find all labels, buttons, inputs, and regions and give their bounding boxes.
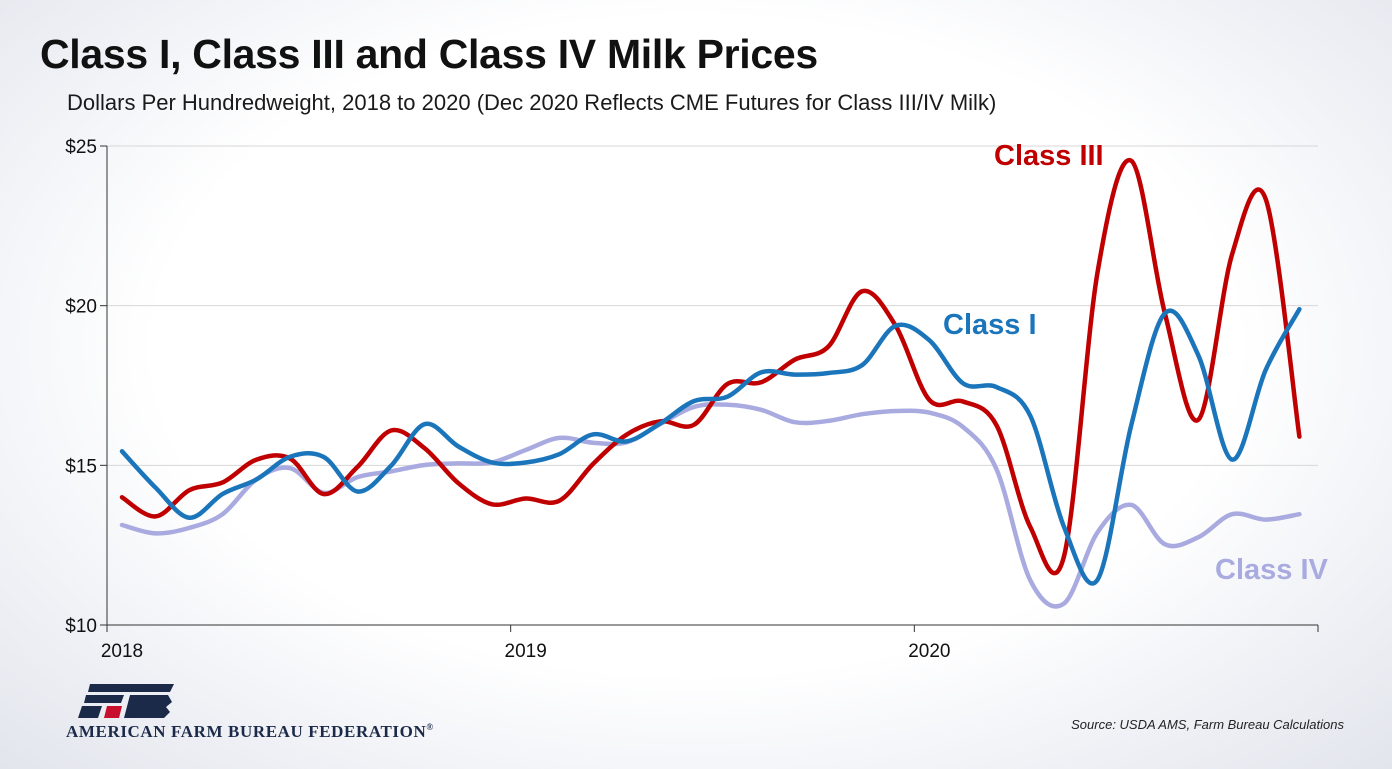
gridlines xyxy=(107,145,1318,466)
series-labels: Class III Class I Class IV xyxy=(943,140,1328,586)
series-label-class-i: Class I xyxy=(943,309,1037,341)
series-label-class-iv: Class IV xyxy=(1215,554,1328,586)
org-name: AMERICAN FARM BUREAU FEDERATION® xyxy=(66,722,434,741)
axes: $10 $15 $20 $25 2018 2019 2020 xyxy=(65,137,1319,662)
source-note: Source: USDA AMS, Farm Bureau Calculatio… xyxy=(1071,717,1344,732)
series-lines xyxy=(119,157,1302,609)
series-label-class-iii: Class III xyxy=(994,140,1104,172)
y-tick-label: $20 xyxy=(65,297,97,318)
series-line-class-iii xyxy=(119,157,1302,576)
chart-title: Class I, Class III and Class IV Milk Pri… xyxy=(40,31,818,77)
x-tick-label: 2019 xyxy=(505,641,547,662)
x-tick-label: 2020 xyxy=(908,641,950,662)
y-tick-label: $15 xyxy=(65,456,97,477)
series-line-class-iv xyxy=(119,402,1302,609)
series-line-class-i xyxy=(119,306,1302,586)
y-tick-label: $25 xyxy=(65,137,97,158)
y-tick-label: $10 xyxy=(65,616,97,637)
x-tick-label: 2018 xyxy=(101,641,143,662)
fb-logo-icon xyxy=(78,684,174,718)
chart-subtitle: Dollars Per Hundredweight, 2018 to 2020 … xyxy=(67,90,997,115)
